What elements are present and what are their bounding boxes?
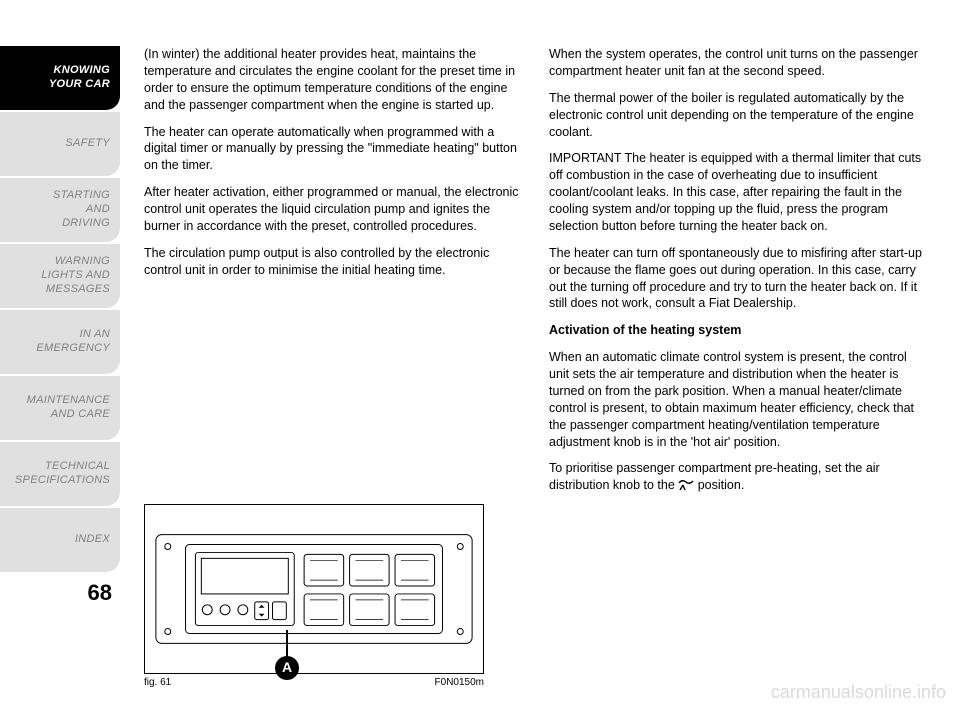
callout-line: [286, 630, 288, 658]
sidebar-tab-line: KNOWING: [54, 64, 110, 78]
paragraph: To prioritise passenger compartment pre-…: [549, 460, 930, 494]
paragraph: The heater can turn off spontaneously du…: [549, 245, 930, 313]
sidebar-tab-line: YOUR CAR: [49, 78, 110, 92]
sidebar-tab-line: WARNING: [55, 255, 110, 269]
paragraph: The heater can operate automatically whe…: [144, 124, 525, 175]
figure-frame: A: [144, 504, 484, 674]
left-column: (In winter) the additional heater provid…: [144, 46, 525, 689]
paragraph: After heater activation, either programm…: [144, 184, 525, 235]
paragraph: The circulation pump output is also cont…: [144, 245, 525, 279]
paragraph: IMPORTANT The heater is equipped with a …: [549, 150, 930, 234]
sidebar-tab[interactable]: TECHNICALSPECIFICATIONS: [0, 442, 120, 506]
sidebar-tab-line: LIGHTS AND: [41, 269, 110, 283]
paragraph: The thermal power of the boiler is regul…: [549, 90, 930, 141]
callout-circle: A: [275, 656, 299, 680]
sidebar-tab[interactable]: KNOWINGYOUR CAR: [0, 46, 120, 110]
sidebar-tab[interactable]: MAINTENANCEAND CARE: [0, 376, 120, 440]
page-number: 68: [0, 580, 120, 606]
paragraph: (In winter) the additional heater provid…: [144, 46, 525, 114]
heater-panel-illustration: [145, 505, 483, 673]
content: (In winter) the additional heater provid…: [120, 0, 960, 709]
sidebar-tab-line: DRIVING: [62, 217, 110, 231]
sidebar-tab[interactable]: WARNINGLIGHTS ANDMESSAGES: [0, 244, 120, 308]
sidebar-tab[interactable]: IN ANEMERGENCY: [0, 310, 120, 374]
figure-code: F0N0150m: [435, 676, 484, 690]
figure-number: fig. 61: [144, 676, 171, 690]
figure-block: A fig. 61 F0N0150m: [144, 504, 525, 690]
page: KNOWINGYOUR CARSAFETYSTARTINGANDDRIVINGW…: [0, 0, 960, 709]
footwell-defrost-icon: [678, 479, 694, 491]
sidebar-tab-line: MESSAGES: [46, 283, 110, 297]
sidebar-tab-line: INDEX: [75, 533, 110, 547]
sidebar-tab-line: TECHNICAL: [45, 460, 110, 474]
sidebar: KNOWINGYOUR CARSAFETYSTARTINGANDDRIVINGW…: [0, 0, 120, 709]
sidebar-tab[interactable]: SAFETY: [0, 112, 120, 176]
sidebar-tab-line: SAFETY: [65, 137, 110, 151]
sidebar-tab-line: AND CARE: [51, 408, 110, 422]
sidebar-tab-line: AND: [86, 203, 110, 217]
figure-callout: A: [275, 630, 299, 680]
sidebar-tab[interactable]: STARTINGANDDRIVING: [0, 178, 120, 242]
sidebar-tab-line: MAINTENANCE: [27, 394, 110, 408]
sidebar-tab-line: EMERGENCY: [36, 342, 110, 356]
paragraph: When an automatic climate control system…: [549, 349, 930, 450]
sidebar-tab[interactable]: INDEX: [0, 508, 120, 572]
heading: Activation of the heating system: [549, 322, 930, 339]
sidebar-tab-line: IN AN: [80, 328, 110, 342]
text-fragment: position.: [698, 478, 745, 492]
figure-caption: fig. 61 F0N0150m: [144, 676, 484, 690]
right-column: When the system operates, the control un…: [549, 46, 930, 689]
sidebar-tab-line: STARTING: [53, 189, 110, 203]
sidebar-tab-line: SPECIFICATIONS: [15, 474, 110, 488]
paragraph: When the system operates, the control un…: [549, 46, 930, 80]
